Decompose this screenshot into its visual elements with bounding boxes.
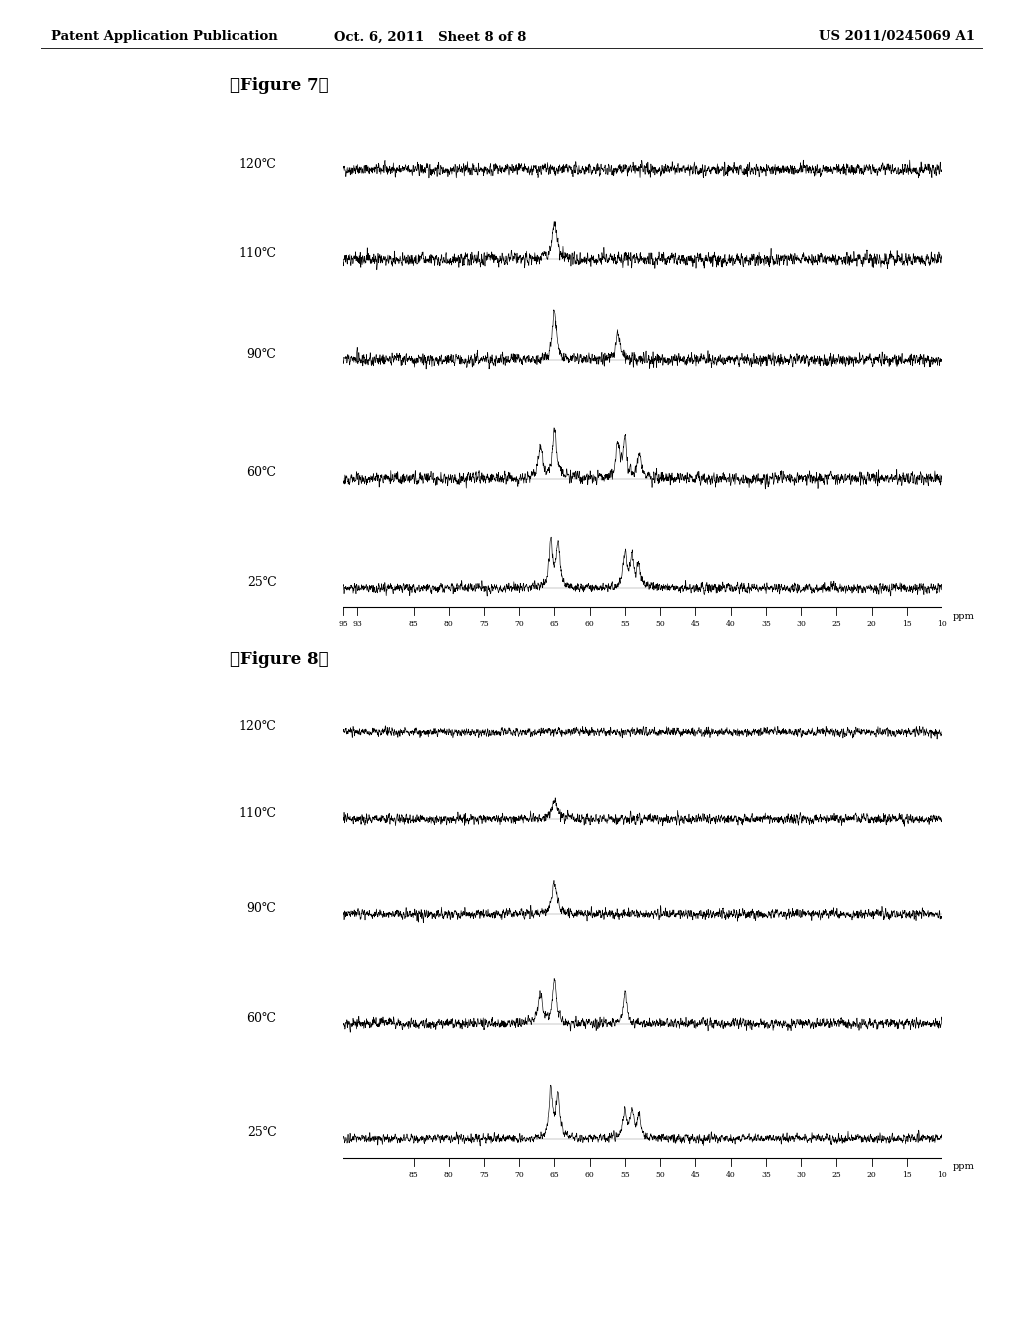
- Text: 45: 45: [690, 620, 700, 628]
- Text: 80: 80: [443, 1171, 454, 1179]
- Text: 40: 40: [726, 1171, 735, 1179]
- Text: 90℃: 90℃: [247, 902, 276, 915]
- Text: 70: 70: [514, 620, 524, 628]
- Text: 25: 25: [831, 620, 842, 628]
- Text: 50: 50: [655, 620, 665, 628]
- Text: 65: 65: [550, 1171, 559, 1179]
- Text: 10: 10: [937, 620, 947, 628]
- Text: 15: 15: [902, 1171, 911, 1179]
- Text: 75: 75: [479, 620, 488, 628]
- Text: 40: 40: [726, 620, 735, 628]
- Text: Oct. 6, 2011   Sheet 8 of 8: Oct. 6, 2011 Sheet 8 of 8: [334, 30, 526, 44]
- Text: 70: 70: [514, 1171, 524, 1179]
- Text: 50: 50: [655, 1171, 665, 1179]
- Text: 25℃: 25℃: [247, 1126, 276, 1139]
- Text: 35: 35: [761, 1171, 771, 1179]
- Text: 30: 30: [797, 620, 806, 628]
- Text: 20: 20: [866, 620, 877, 628]
- Text: 75: 75: [479, 1171, 488, 1179]
- Text: 60℃: 60℃: [247, 466, 276, 479]
- Text: 120℃: 120℃: [239, 719, 276, 733]
- Text: 25: 25: [831, 1171, 842, 1179]
- Text: Patent Application Publication: Patent Application Publication: [51, 30, 278, 44]
- Text: 55: 55: [621, 1171, 630, 1179]
- Text: 93: 93: [352, 620, 362, 628]
- Text: 55: 55: [621, 620, 630, 628]
- Text: ppm: ppm: [952, 612, 975, 620]
- Text: 110℃: 110℃: [239, 807, 276, 820]
- Text: 110℃: 110℃: [239, 247, 276, 260]
- Text: 25℃: 25℃: [247, 576, 276, 589]
- Text: 30: 30: [797, 1171, 806, 1179]
- Text: 60: 60: [585, 1171, 595, 1179]
- Text: 10: 10: [937, 1171, 947, 1179]
- Text: 95: 95: [338, 620, 348, 628]
- Text: 120℃: 120℃: [239, 157, 276, 170]
- Text: 85: 85: [409, 620, 419, 628]
- Text: 『Figure 7』: 『Figure 7』: [230, 78, 329, 94]
- Text: 35: 35: [761, 620, 771, 628]
- Text: 90℃: 90℃: [247, 347, 276, 360]
- Text: 60℃: 60℃: [247, 1011, 276, 1024]
- Text: 45: 45: [690, 1171, 700, 1179]
- Text: 15: 15: [902, 620, 911, 628]
- Text: 65: 65: [550, 620, 559, 628]
- Text: 60: 60: [585, 620, 595, 628]
- Text: US 2011/0245069 A1: US 2011/0245069 A1: [819, 30, 975, 44]
- Text: ppm: ppm: [952, 1163, 975, 1171]
- Text: 80: 80: [443, 620, 454, 628]
- Text: 85: 85: [409, 1171, 419, 1179]
- Text: 20: 20: [866, 1171, 877, 1179]
- Text: 『Figure 8』: 『Figure 8』: [230, 652, 329, 668]
